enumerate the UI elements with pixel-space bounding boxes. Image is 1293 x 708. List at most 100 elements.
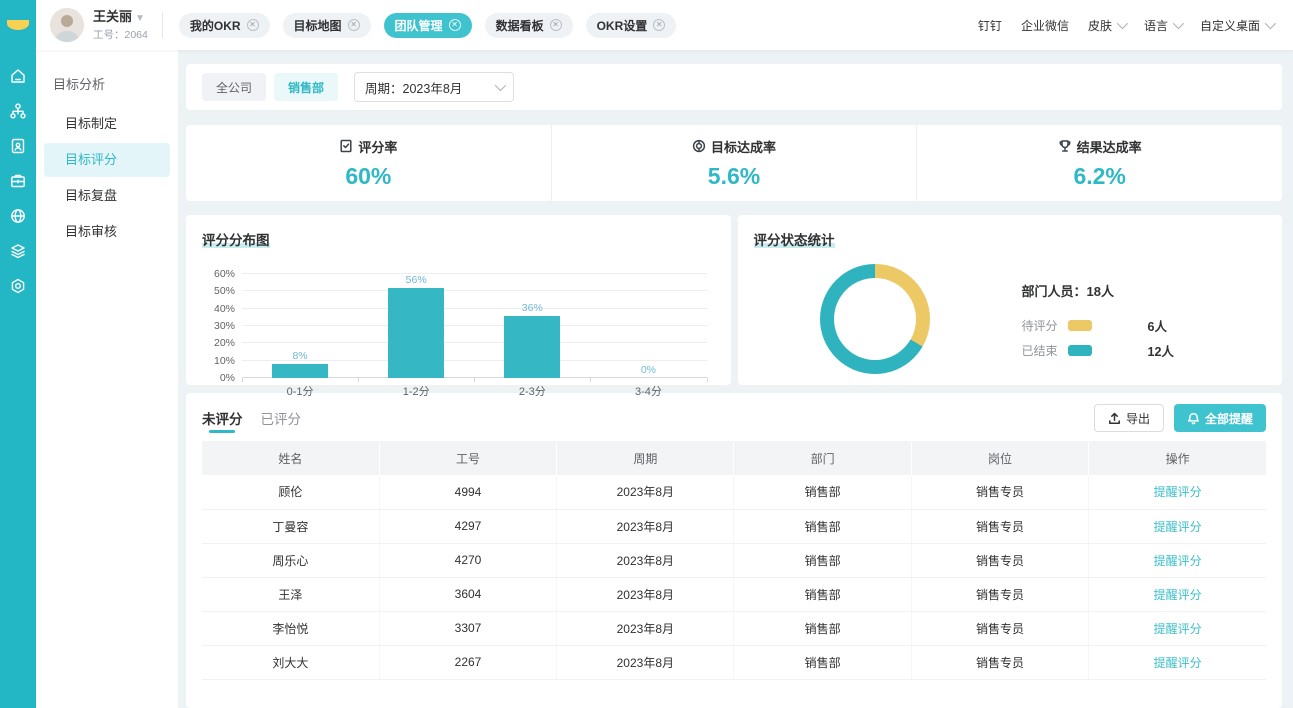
score-status-card: 评分状态统计 部门人员：18人 待评分 6人 已结束 12人: [737, 215, 1282, 385]
gridline: [242, 342, 707, 344]
bar-group: 0%: [590, 274, 706, 378]
table-row: 丁曼容 4297 2023年8月 销售部 销售专员 提醒评分: [202, 509, 1266, 544]
menu-item-自定义桌面[interactable]: 自定义桌面: [1199, 17, 1277, 34]
main-content: 全公司 销售部 周期：2023年8月 评分率 60% 目标达成率: [178, 50, 1293, 708]
sidebar-item-settings[interactable]: [0, 268, 36, 303]
chevron-down-icon: ▼: [135, 13, 145, 25]
score-rate-icon: [340, 139, 352, 153]
table-cell: 销售专员: [911, 543, 1090, 578]
close-icon[interactable]: ✕: [246, 19, 259, 31]
sidebar-item-home[interactable]: [0, 58, 36, 93]
trophy-icon: [1059, 140, 1071, 152]
table-cell: 销售专员: [911, 509, 1090, 544]
table-cell: 2267: [379, 645, 558, 680]
remind-score-link[interactable]: 提醒评分: [1153, 587, 1202, 602]
page-tag-我的OKR[interactable]: 我的OKR ✕: [178, 12, 270, 38]
chevron-down-icon: [1172, 17, 1185, 30]
user-name: 王关丽: [93, 9, 133, 25]
bar-value-label: 36%: [521, 301, 543, 314]
table-cell-action: 提醒评分: [1088, 577, 1266, 612]
stat-label: 目标达成率: [711, 139, 777, 155]
stat-goal-rate: 目标达成率 5.6%: [550, 125, 917, 201]
stats-card: 评分率 60% 目标达成率 5.6% 结果达成率 6.2%: [186, 125, 1282, 201]
remind-score-link[interactable]: 提醒评分: [1153, 519, 1202, 534]
column-header: 部门: [733, 441, 912, 475]
gear-icon: [11, 278, 25, 293]
sidebar-item-global[interactable]: [0, 198, 36, 233]
table-cell-action: 提醒评分: [1088, 611, 1266, 646]
sidebar-item-目标制定[interactable]: 目标制定: [65, 116, 118, 131]
avatar[interactable]: [50, 8, 84, 42]
y-axis-tick: 40%: [213, 302, 235, 315]
page-tag-数据看板[interactable]: 数据看板 ✕: [484, 12, 573, 38]
scope-dept-button[interactable]: 销售部: [274, 73, 339, 101]
gridline: [242, 325, 707, 326]
scope-all-button[interactable]: 全公司: [202, 73, 267, 101]
close-icon[interactable]: ✕: [347, 19, 360, 31]
app-logo[interactable]: [0, 0, 36, 50]
chevron-down-icon: [1264, 17, 1277, 30]
sidebar-item-目标复盘[interactable]: 目标复盘: [65, 188, 118, 203]
y-axis-tick: 60%: [213, 268, 235, 280]
column-header: 周期: [556, 441, 735, 475]
remind-score-link[interactable]: 提醒评分: [1153, 485, 1202, 500]
briefcase-icon: [11, 174, 25, 187]
table-cell-action: 提醒评分: [1088, 475, 1266, 510]
table-cell: 销售部: [733, 577, 912, 612]
remind-score-link[interactable]: 提醒评分: [1153, 621, 1202, 636]
table-cell: 顾伦: [202, 475, 380, 510]
page-tag-label: 目标地图: [293, 18, 342, 33]
menu-item-企业微信[interactable]: 企业微信: [1021, 17, 1069, 34]
bar-value-label: 0%: [640, 364, 657, 376]
menu-item-钉钉[interactable]: 钉钉: [978, 17, 1002, 34]
bell-icon: [1187, 412, 1200, 424]
table-cell: 3307: [379, 611, 558, 646]
export-button[interactable]: 导出: [1093, 404, 1164, 432]
menu-item-label: 自定义桌面: [1199, 18, 1260, 33]
menu-item-语言[interactable]: 语言: [1144, 17, 1185, 34]
table-cell: 4297: [379, 509, 558, 544]
user-meta[interactable]: 王关丽 ▼ 工号：2064: [93, 7, 148, 42]
page-tag-label: 团队管理: [394, 18, 443, 33]
table-cell: 2023年8月: [556, 543, 735, 578]
bar-group: 36%: [474, 274, 590, 378]
remind-score-link[interactable]: 提醒评分: [1153, 553, 1202, 568]
table-row: 刘大大 2267 2023年8月 销售部 销售专员 提醒评分: [202, 645, 1266, 680]
menu-item-皮肤[interactable]: 皮肤: [1088, 17, 1129, 34]
gridline: [242, 273, 707, 274]
page-tag-目标地图[interactable]: 目标地图 ✕: [282, 12, 371, 38]
gridline: [242, 377, 707, 378]
sidebar-item-org[interactable]: [0, 93, 36, 128]
legend-count: 6人: [1147, 319, 1167, 334]
stat-result-rate: 结果达成率 6.2%: [916, 125, 1282, 201]
table-cell-action: 提醒评分: [1088, 509, 1266, 544]
sidebar-item-okr[interactable]: [0, 163, 36, 198]
sidebar-item-layers[interactable]: [0, 233, 36, 268]
x-axis-label: 2-3分: [518, 386, 546, 398]
sidebar-item-目标审核[interactable]: 目标审核: [65, 224, 118, 239]
score-distribution-card: 评分分布图 0% 10% 20% 30% 40% 50% 60% 8% 56% 36% 0% 0-1…: [186, 215, 731, 398]
table-cell: 销售专员: [911, 577, 1090, 612]
stat-score-rate: 评分率 60%: [186, 125, 551, 201]
page-tag-团队管理[interactable]: 团队管理 ✕: [383, 12, 472, 38]
tab-unscored[interactable]: 未评分: [202, 403, 243, 433]
menu-item-label: 企业微信: [1020, 18, 1069, 33]
stat-value: 5.6%: [707, 162, 761, 189]
sidebar-item-docs[interactable]: [0, 128, 36, 163]
top-bar: 王关丽 ▼ 工号：2064 我的OKR ✕ 目标地图 ✕ 团队管理 ✕ 数据看板 ✕ OKR设置 ✕…: [36, 0, 1293, 50]
bar-chart-x-axis: 0-1分 1-2分 2-3分 3-4分: [242, 381, 707, 399]
close-icon[interactable]: ✕: [448, 19, 461, 31]
remind-all-button[interactable]: 全部提醒: [1173, 404, 1266, 432]
globe-icon: [11, 208, 25, 223]
remind-score-link[interactable]: 提醒评分: [1153, 655, 1202, 670]
y-axis-tick: 0%: [219, 372, 235, 384]
close-icon[interactable]: ✕: [653, 19, 666, 31]
sidebar-item-目标评分[interactable]: 目标评分: [44, 143, 170, 177]
bar-value-label: 8%: [292, 350, 308, 363]
period-select[interactable]: 周期：2023年8月: [354, 72, 515, 102]
page-tag-OKR设置[interactable]: OKR设置 ✕: [585, 12, 677, 38]
donut-legend: 部门人员：18人 待评分 6人 已结束 12人: [1022, 281, 1174, 360]
close-icon[interactable]: ✕: [549, 19, 562, 31]
tab-scored[interactable]: 已评分: [260, 412, 302, 427]
bar-columns: 8% 56% 36% 0%: [242, 274, 707, 378]
